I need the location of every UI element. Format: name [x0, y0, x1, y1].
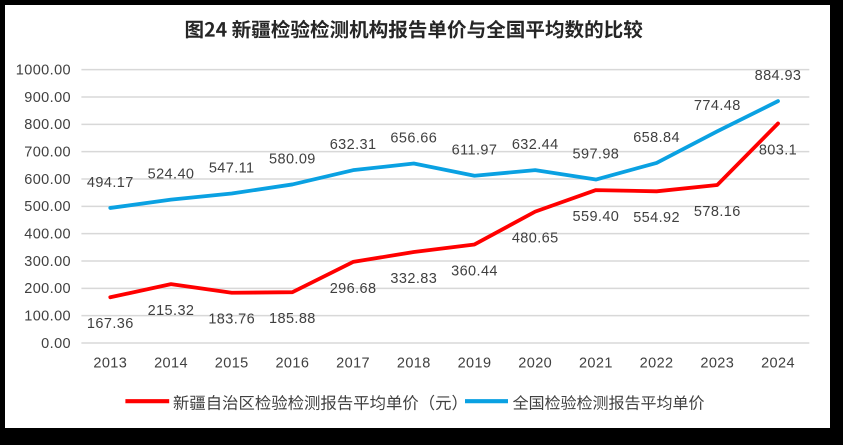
svg-text:2019: 2019	[458, 356, 492, 372]
svg-text:2020: 2020	[518, 356, 552, 372]
svg-text:632.31: 632.31	[330, 137, 377, 153]
svg-text:600.00: 600.00	[24, 172, 71, 188]
svg-text:296.68: 296.68	[330, 281, 377, 297]
svg-text:332.83: 332.83	[390, 271, 437, 287]
svg-text:2023: 2023	[700, 356, 734, 372]
svg-text:2014: 2014	[154, 356, 188, 372]
svg-text:580.09: 580.09	[269, 151, 316, 167]
svg-text:2022: 2022	[640, 356, 674, 372]
svg-text:215.32: 215.32	[148, 303, 195, 319]
svg-text:658.84: 658.84	[633, 130, 680, 146]
svg-text:360.44: 360.44	[451, 263, 498, 279]
svg-text:500.00: 500.00	[24, 199, 71, 215]
svg-text:2018: 2018	[397, 356, 431, 372]
svg-text:100.00: 100.00	[24, 309, 71, 325]
svg-text:1000.00: 1000.00	[16, 63, 71, 79]
svg-text:632.44: 632.44	[512, 137, 559, 153]
svg-text:2021: 2021	[579, 356, 613, 372]
svg-text:2016: 2016	[275, 356, 309, 372]
svg-text:2015: 2015	[215, 356, 249, 372]
svg-text:494.17: 494.17	[87, 175, 134, 191]
svg-text:2017: 2017	[336, 356, 370, 372]
svg-text:597.98: 597.98	[573, 146, 620, 162]
svg-text:167.36: 167.36	[87, 316, 134, 332]
svg-text:800.00: 800.00	[24, 117, 71, 133]
svg-text:700.00: 700.00	[24, 145, 71, 161]
svg-text:185.88: 185.88	[269, 311, 316, 327]
svg-text:803.1: 803.1	[759, 142, 797, 158]
svg-text:547.11: 547.11	[209, 160, 255, 176]
svg-text:774.48: 774.48	[694, 98, 741, 114]
svg-text:578.16: 578.16	[694, 204, 741, 220]
svg-text:611.97: 611.97	[452, 143, 498, 159]
svg-text:559.40: 559.40	[573, 209, 620, 225]
svg-text:183.76: 183.76	[208, 312, 255, 328]
svg-text:884.93: 884.93	[755, 68, 802, 84]
svg-text:524.40: 524.40	[148, 167, 195, 183]
svg-text:2013: 2013	[93, 356, 127, 372]
svg-text:480.65: 480.65	[512, 231, 559, 247]
svg-text:300.00: 300.00	[24, 254, 71, 270]
svg-text:0.00: 0.00	[41, 336, 71, 352]
svg-text:554.92: 554.92	[633, 210, 680, 226]
svg-text:900.00: 900.00	[24, 90, 71, 106]
svg-text:2024: 2024	[761, 356, 795, 372]
svg-text:400.00: 400.00	[24, 227, 71, 243]
svg-text:200.00: 200.00	[24, 281, 71, 297]
svg-text:656.66: 656.66	[390, 130, 437, 146]
